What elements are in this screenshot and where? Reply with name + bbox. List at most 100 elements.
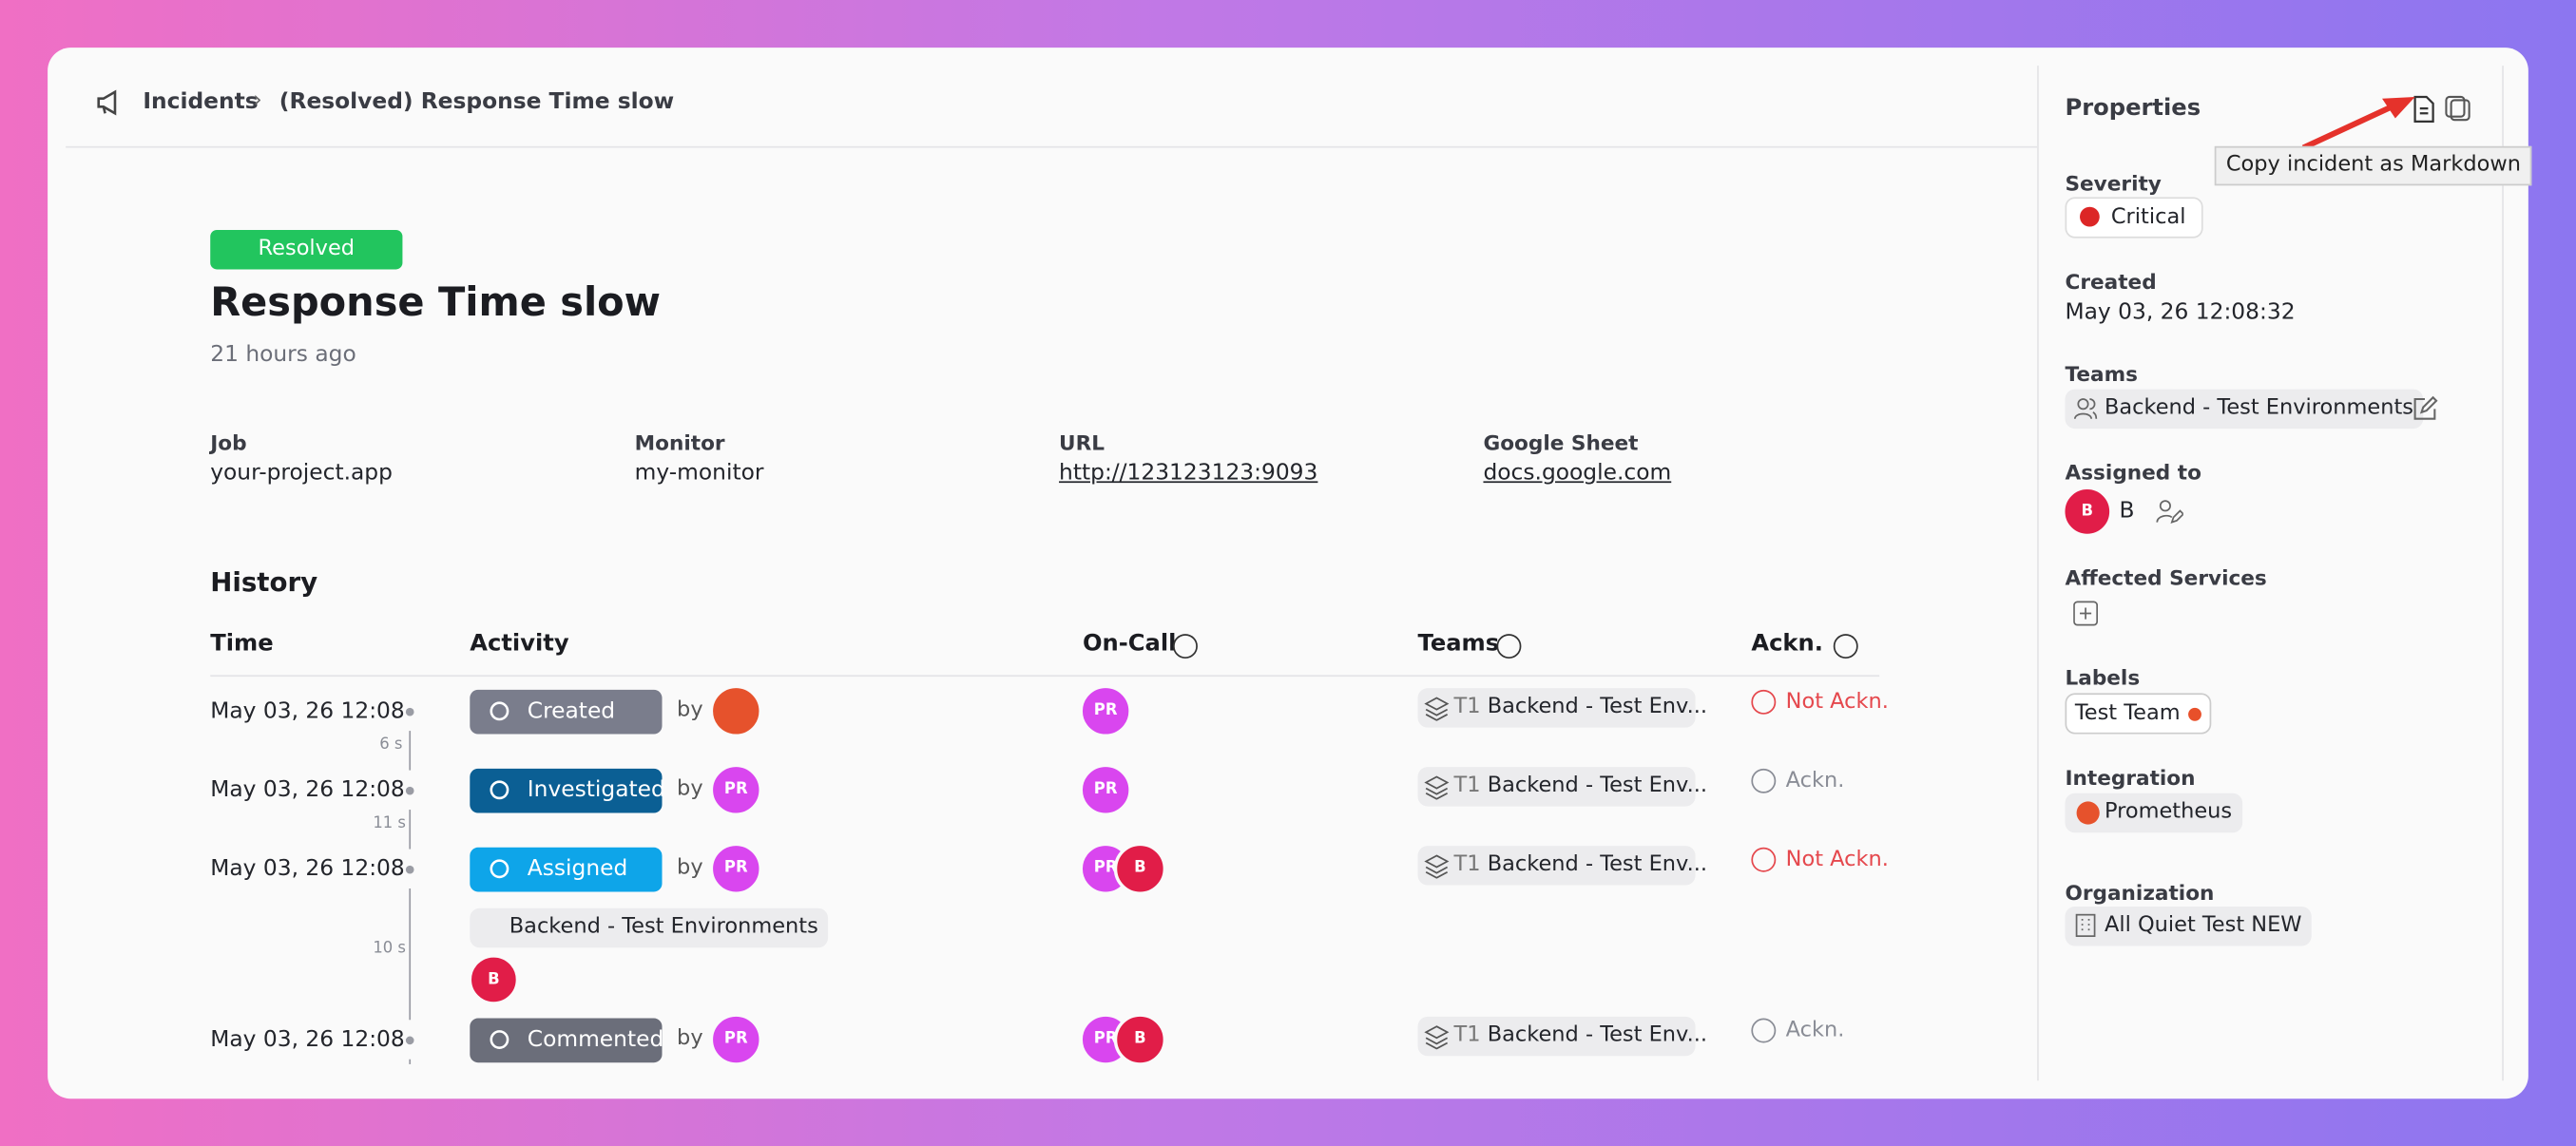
scroll-edge [2502,66,2504,1081]
team-name: Backend - Test Env... [1487,695,1708,719]
prometheus-avatar [709,684,762,738]
organization-value: All Quiet Test NEW [2104,912,2302,938]
column-header: On-Call [1082,630,1177,658]
timeline-line [409,1059,412,1064]
info-icon [1173,634,1198,659]
activity-label: Investigated [527,776,665,804]
integration-pill[interactable]: Prometheus [2065,793,2242,833]
history-time: May 03, 26 12:08 [210,697,405,725]
activity-badge[interactable]: Assigned [470,847,663,892]
ack-status: Not Ackn. [1785,847,1889,872]
time-gap: 6 s [379,735,403,754]
severity-dot [2080,206,2100,227]
by-text: by [677,855,703,881]
organization-pill[interactable]: All Quiet Test NEW [2065,907,2312,946]
status-badge: Resolved [210,229,403,270]
field-label: Google Sheet [1483,430,1639,455]
created-label: Created [2065,269,2157,295]
oncall-avatar: B [1113,842,1167,895]
teams-label: Teams [2065,361,2138,387]
field-value: my-monitor [634,459,764,487]
integration-value: Prometheus [2104,799,2233,825]
ack-icon [1751,847,1777,872]
timeline-dot [405,786,414,795]
field-label: URL [1059,430,1105,455]
activity-label: Created [527,697,616,725]
column-header: Ackn. [1751,630,1823,658]
team-pill[interactable]: T1 Backend - Test Env... [1417,1016,1707,1057]
activity-badge[interactable]: Investigated [470,768,665,813]
field-value[interactable]: docs.google.com [1483,459,1672,487]
prometheus-icon [2076,801,2100,825]
incident-title: Response Time slow [210,278,661,326]
timeline-dot [405,1036,414,1045]
team-pill[interactable]: T1 Backend - Test Env... [1417,688,1707,728]
assigned-avatar: B [2062,486,2113,538]
team-pill[interactable]: T1 Backend - Test Env... [1417,846,1707,886]
created-value: May 03, 26 12:08:32 [2065,298,2296,326]
team-pill[interactable]: Backend - Test Environments [2065,389,2424,430]
edit-icon[interactable] [2412,395,2438,423]
team-name: Backend - Test Env... [1487,851,1708,877]
team-pill[interactable]: T1 Backend - Test Env... [1417,767,1707,807]
history-time: May 03, 26 12:08 [210,855,405,883]
labels-label: Labels [2065,664,2141,690]
organization-label: Organization [2065,880,2215,906]
breadcrumb-current: (Resolved) Response Time slow [279,88,675,115]
layers-icon [1424,775,1450,800]
severity-pill[interactable]: Critical [2065,197,2204,239]
activity-badge[interactable]: Commented [470,1018,664,1063]
detail-avatar: B [468,954,520,1005]
column-header: Teams [1417,630,1500,658]
pointer-arrow [2301,96,2415,151]
team-value: Backend - Test Environments [2104,395,2413,421]
history-time: May 03, 26 12:08 [210,1026,405,1053]
history-header-divider [210,675,1880,678]
activity-icon [490,780,509,800]
team-prefix: T1 [1453,695,1481,719]
activity-icon [490,701,509,721]
activity-label: Commented [527,1026,664,1053]
label-value: Test Team [2074,700,2181,726]
ack-status: Not Ackn. [1785,689,1889,715]
layers-icon [1424,1025,1450,1050]
add-service[interactable] [2073,601,2099,626]
layers-icon [1424,697,1450,721]
actor-avatar: PR [709,842,762,895]
integration-label: Integration [2065,765,2196,791]
property-actions[interactable] [2412,95,2477,124]
timeline-dot [405,865,414,874]
label-pill[interactable]: Test Team [2065,693,2212,735]
properties-title: Properties [2065,95,2201,122]
activity-badge[interactable]: Created [470,689,663,735]
column-header: Activity [470,630,569,658]
activity-label: Assigned [527,855,628,883]
field-value[interactable]: http://123123123:9093 [1059,459,1318,487]
oncall-avatar: PR [1079,763,1132,816]
breadcrumb-separator: › [253,86,262,114]
building-icon [2075,913,2096,937]
ack-icon [1751,689,1777,715]
assign-icon[interactable] [2156,498,2183,525]
severity-label: Severity [2065,170,2162,196]
field-label: Monitor [634,430,725,455]
team-name: Backend - Test Env... [1487,774,1708,798]
by-text: by [677,697,703,723]
timeline-line [409,888,412,1021]
time-gap: 11 s [373,814,406,833]
activity-icon [490,1030,509,1049]
activity-icon [490,859,509,879]
timeline-dot [405,707,414,716]
field-label: Job [210,430,247,455]
assigned-name: B [2119,497,2135,525]
ack-status: Ackn. [1785,1018,1845,1043]
breadcrumb-root[interactable]: Incidents [143,88,259,115]
actor-avatar: PR [709,763,762,816]
history-time: May 03, 26 12:08 [210,776,405,804]
services-label: Affected Services [2065,564,2267,590]
by-text: by [677,1026,703,1052]
column-header: Time [210,630,274,658]
megaphone-icon [97,89,117,116]
